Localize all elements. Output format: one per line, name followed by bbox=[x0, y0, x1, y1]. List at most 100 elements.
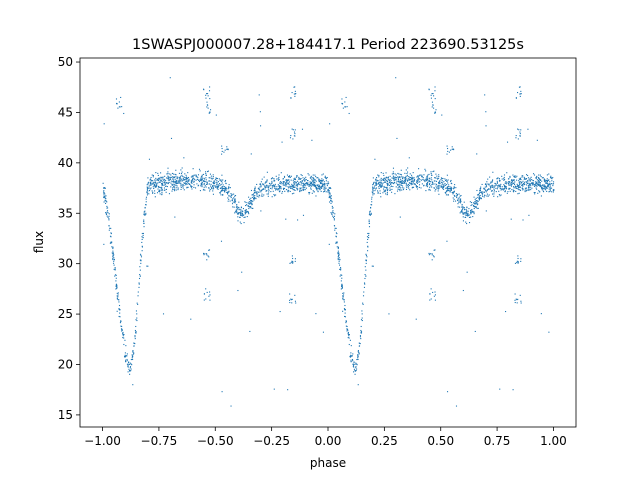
data-point bbox=[309, 191, 311, 194]
data-point bbox=[138, 283, 140, 285]
data-point bbox=[550, 175, 552, 177]
data-point bbox=[510, 185, 512, 187]
data-point bbox=[288, 179, 290, 181]
data-point bbox=[327, 191, 329, 193]
data-point bbox=[279, 190, 281, 192]
data-point bbox=[238, 212, 241, 214]
data-point bbox=[452, 148, 454, 150]
data-point bbox=[218, 183, 221, 185]
data-point bbox=[453, 190, 455, 192]
data-point bbox=[446, 186, 449, 188]
data-point bbox=[464, 216, 466, 218]
data-point bbox=[538, 183, 540, 185]
data-point bbox=[250, 205, 252, 208]
data-point bbox=[327, 189, 329, 191]
data-point bbox=[336, 241, 338, 243]
data-point bbox=[116, 287, 118, 289]
data-point bbox=[267, 193, 270, 195]
data-point bbox=[528, 179, 530, 181]
data-point bbox=[206, 104, 208, 106]
data-point bbox=[427, 174, 429, 176]
data-point bbox=[222, 190, 224, 192]
data-point bbox=[111, 246, 113, 248]
data-point bbox=[552, 191, 554, 193]
data-point bbox=[548, 173, 550, 175]
data-point bbox=[447, 187, 449, 189]
data-point bbox=[118, 304, 121, 307]
data-point bbox=[426, 184, 428, 186]
data-point bbox=[178, 177, 181, 179]
data-point bbox=[250, 200, 252, 202]
data-point bbox=[154, 185, 156, 187]
data-point bbox=[402, 176, 404, 178]
data-point bbox=[287, 175, 290, 178]
data-point bbox=[323, 186, 325, 188]
data-point bbox=[401, 189, 403, 191]
data-point bbox=[372, 186, 374, 188]
data-point bbox=[428, 177, 430, 179]
data-point bbox=[481, 192, 483, 194]
data-point bbox=[222, 194, 224, 196]
data-point bbox=[205, 186, 207, 188]
data-point bbox=[434, 187, 436, 189]
data-point bbox=[239, 221, 241, 223]
data-point bbox=[350, 354, 352, 356]
data-point bbox=[153, 187, 155, 190]
data-point bbox=[471, 209, 473, 211]
data-point bbox=[156, 179, 158, 181]
data-point bbox=[173, 190, 176, 192]
data-point bbox=[393, 178, 395, 180]
data-point bbox=[545, 189, 547, 191]
data-point bbox=[312, 176, 314, 179]
data-point bbox=[382, 179, 384, 181]
data-point bbox=[250, 203, 253, 205]
data-point bbox=[525, 178, 527, 180]
data-point bbox=[205, 288, 207, 290]
data-point bbox=[456, 193, 459, 195]
data-point bbox=[328, 243, 330, 245]
data-point bbox=[485, 183, 487, 185]
data-point bbox=[185, 174, 187, 176]
data-point bbox=[308, 174, 310, 176]
data-point bbox=[360, 332, 363, 334]
data-point bbox=[400, 176, 402, 178]
data-point bbox=[166, 177, 168, 179]
data-point bbox=[348, 335, 350, 337]
data-point bbox=[513, 182, 515, 184]
data-point bbox=[263, 176, 265, 178]
data-point bbox=[470, 204, 472, 207]
data-point bbox=[536, 181, 538, 183]
data-point bbox=[274, 180, 276, 182]
data-point bbox=[475, 207, 478, 209]
data-point bbox=[354, 369, 356, 372]
data-point bbox=[426, 175, 428, 177]
data-point bbox=[427, 182, 429, 184]
data-point bbox=[536, 175, 538, 177]
data-point bbox=[429, 253, 431, 255]
data-point bbox=[192, 181, 194, 183]
x-tick-label: −0.50 bbox=[197, 434, 234, 448]
data-point bbox=[115, 285, 117, 287]
data-point bbox=[170, 174, 172, 176]
data-point bbox=[365, 269, 367, 271]
data-point bbox=[277, 184, 279, 186]
data-point bbox=[463, 209, 466, 211]
data-point bbox=[115, 98, 118, 100]
data-point bbox=[508, 187, 510, 189]
data-point bbox=[168, 177, 170, 179]
data-point bbox=[324, 176, 326, 178]
data-point bbox=[508, 188, 510, 190]
data-point bbox=[391, 177, 393, 179]
data-point bbox=[549, 186, 551, 188]
data-point bbox=[168, 181, 170, 183]
data-point bbox=[278, 174, 280, 176]
data-point bbox=[546, 180, 548, 182]
data-point bbox=[462, 213, 464, 215]
data-point bbox=[517, 128, 519, 130]
data-point bbox=[369, 211, 371, 213]
data-point bbox=[158, 181, 160, 183]
data-point bbox=[209, 189, 211, 191]
data-point bbox=[518, 86, 521, 88]
data-point bbox=[448, 189, 450, 192]
data-point bbox=[242, 208, 244, 210]
